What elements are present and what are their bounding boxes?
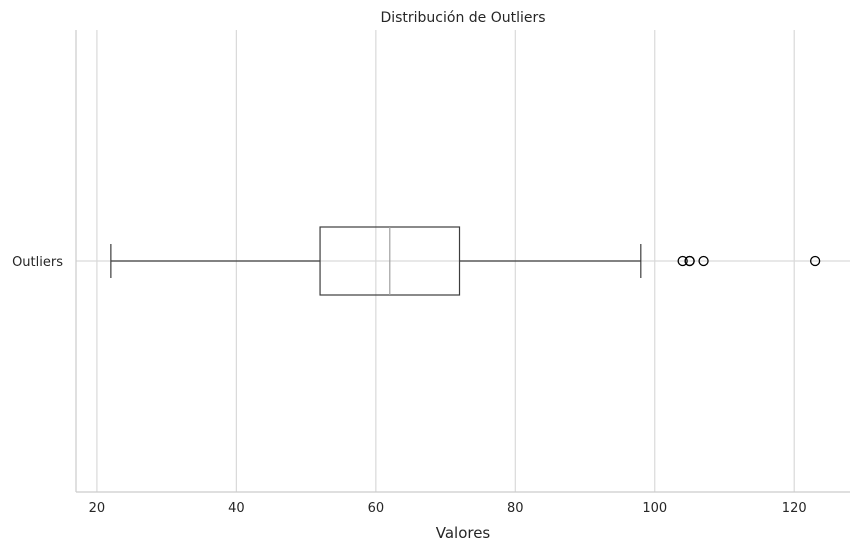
y-tick-label-0: Outliers (12, 255, 63, 270)
x-tick-label-60: 60 (368, 501, 385, 516)
x-axis-label: Valores (436, 524, 491, 542)
boxplot-layer (110, 226, 821, 296)
chart-title: Distribución de Outliers (380, 10, 545, 26)
outlier-point-2 (684, 255, 695, 267)
x-tick-label-80: 80 (507, 501, 524, 516)
x-tick-label-20: 20 (89, 501, 106, 516)
x-tick-label-40: 40 (228, 501, 245, 516)
outlier-point-3 (698, 255, 709, 267)
x-tick-label-100: 100 (642, 501, 667, 516)
x-tick-label-120: 120 (782, 501, 807, 516)
outlier-point-4 (809, 255, 821, 267)
outlier-point-0 (677, 255, 688, 267)
x-tick-labels: 20 40 60 80 100 120 Outliers (12, 255, 807, 516)
